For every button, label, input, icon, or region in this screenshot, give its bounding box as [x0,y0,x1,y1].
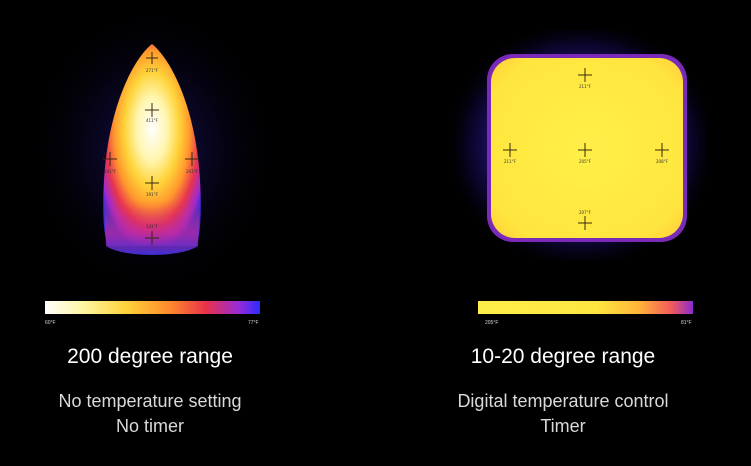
reading-5: 191°F [146,192,159,197]
iron-thermal-image: 271°F 411°F 241°F 241°F 191°F 141°F [22,0,282,300]
scale-max-label: 81°F [681,320,692,326]
feature-line-2: Timer [540,416,586,436]
reading-2: 211°F [504,159,517,164]
range-heading: 200 degree range [67,345,233,368]
reading-4: 241°F [186,169,199,174]
plate-thermal-image: 211°F 211°F 205°F 208°F 207°F [455,30,707,260]
reading-3: 205°F [579,159,592,164]
feature-line-1: No temperature setting [58,391,242,411]
iron-thermal-panel: 271°F 411°F 241°F 241°F 191°F 141°F 60°F… [0,0,300,466]
reading-6: 141°F [146,224,159,229]
reading-3: 241°F [104,169,117,174]
feature-line-1: Digital temperature control [457,391,669,411]
range-heading: 10-20 degree range [470,345,656,368]
reading-2: 411°F [146,118,159,123]
reading-5: 207°F [579,210,592,215]
reading-1: 211°F [579,84,592,89]
reading-4: 208°F [656,159,669,164]
plate-thermal-panel: 211°F 211°F 205°F 208°F 207°F 205°F 81°F… [375,0,751,466]
feature-line-2: No timer [115,416,184,436]
scale-max-label: 77°F [248,320,259,326]
scale-min-label: 60°F [45,320,56,326]
reading-1: 271°F [146,68,159,73]
temperature-scale-bar [45,301,260,314]
scale-min-label: 205°F [485,320,499,326]
temperature-scale-bar [478,301,693,314]
